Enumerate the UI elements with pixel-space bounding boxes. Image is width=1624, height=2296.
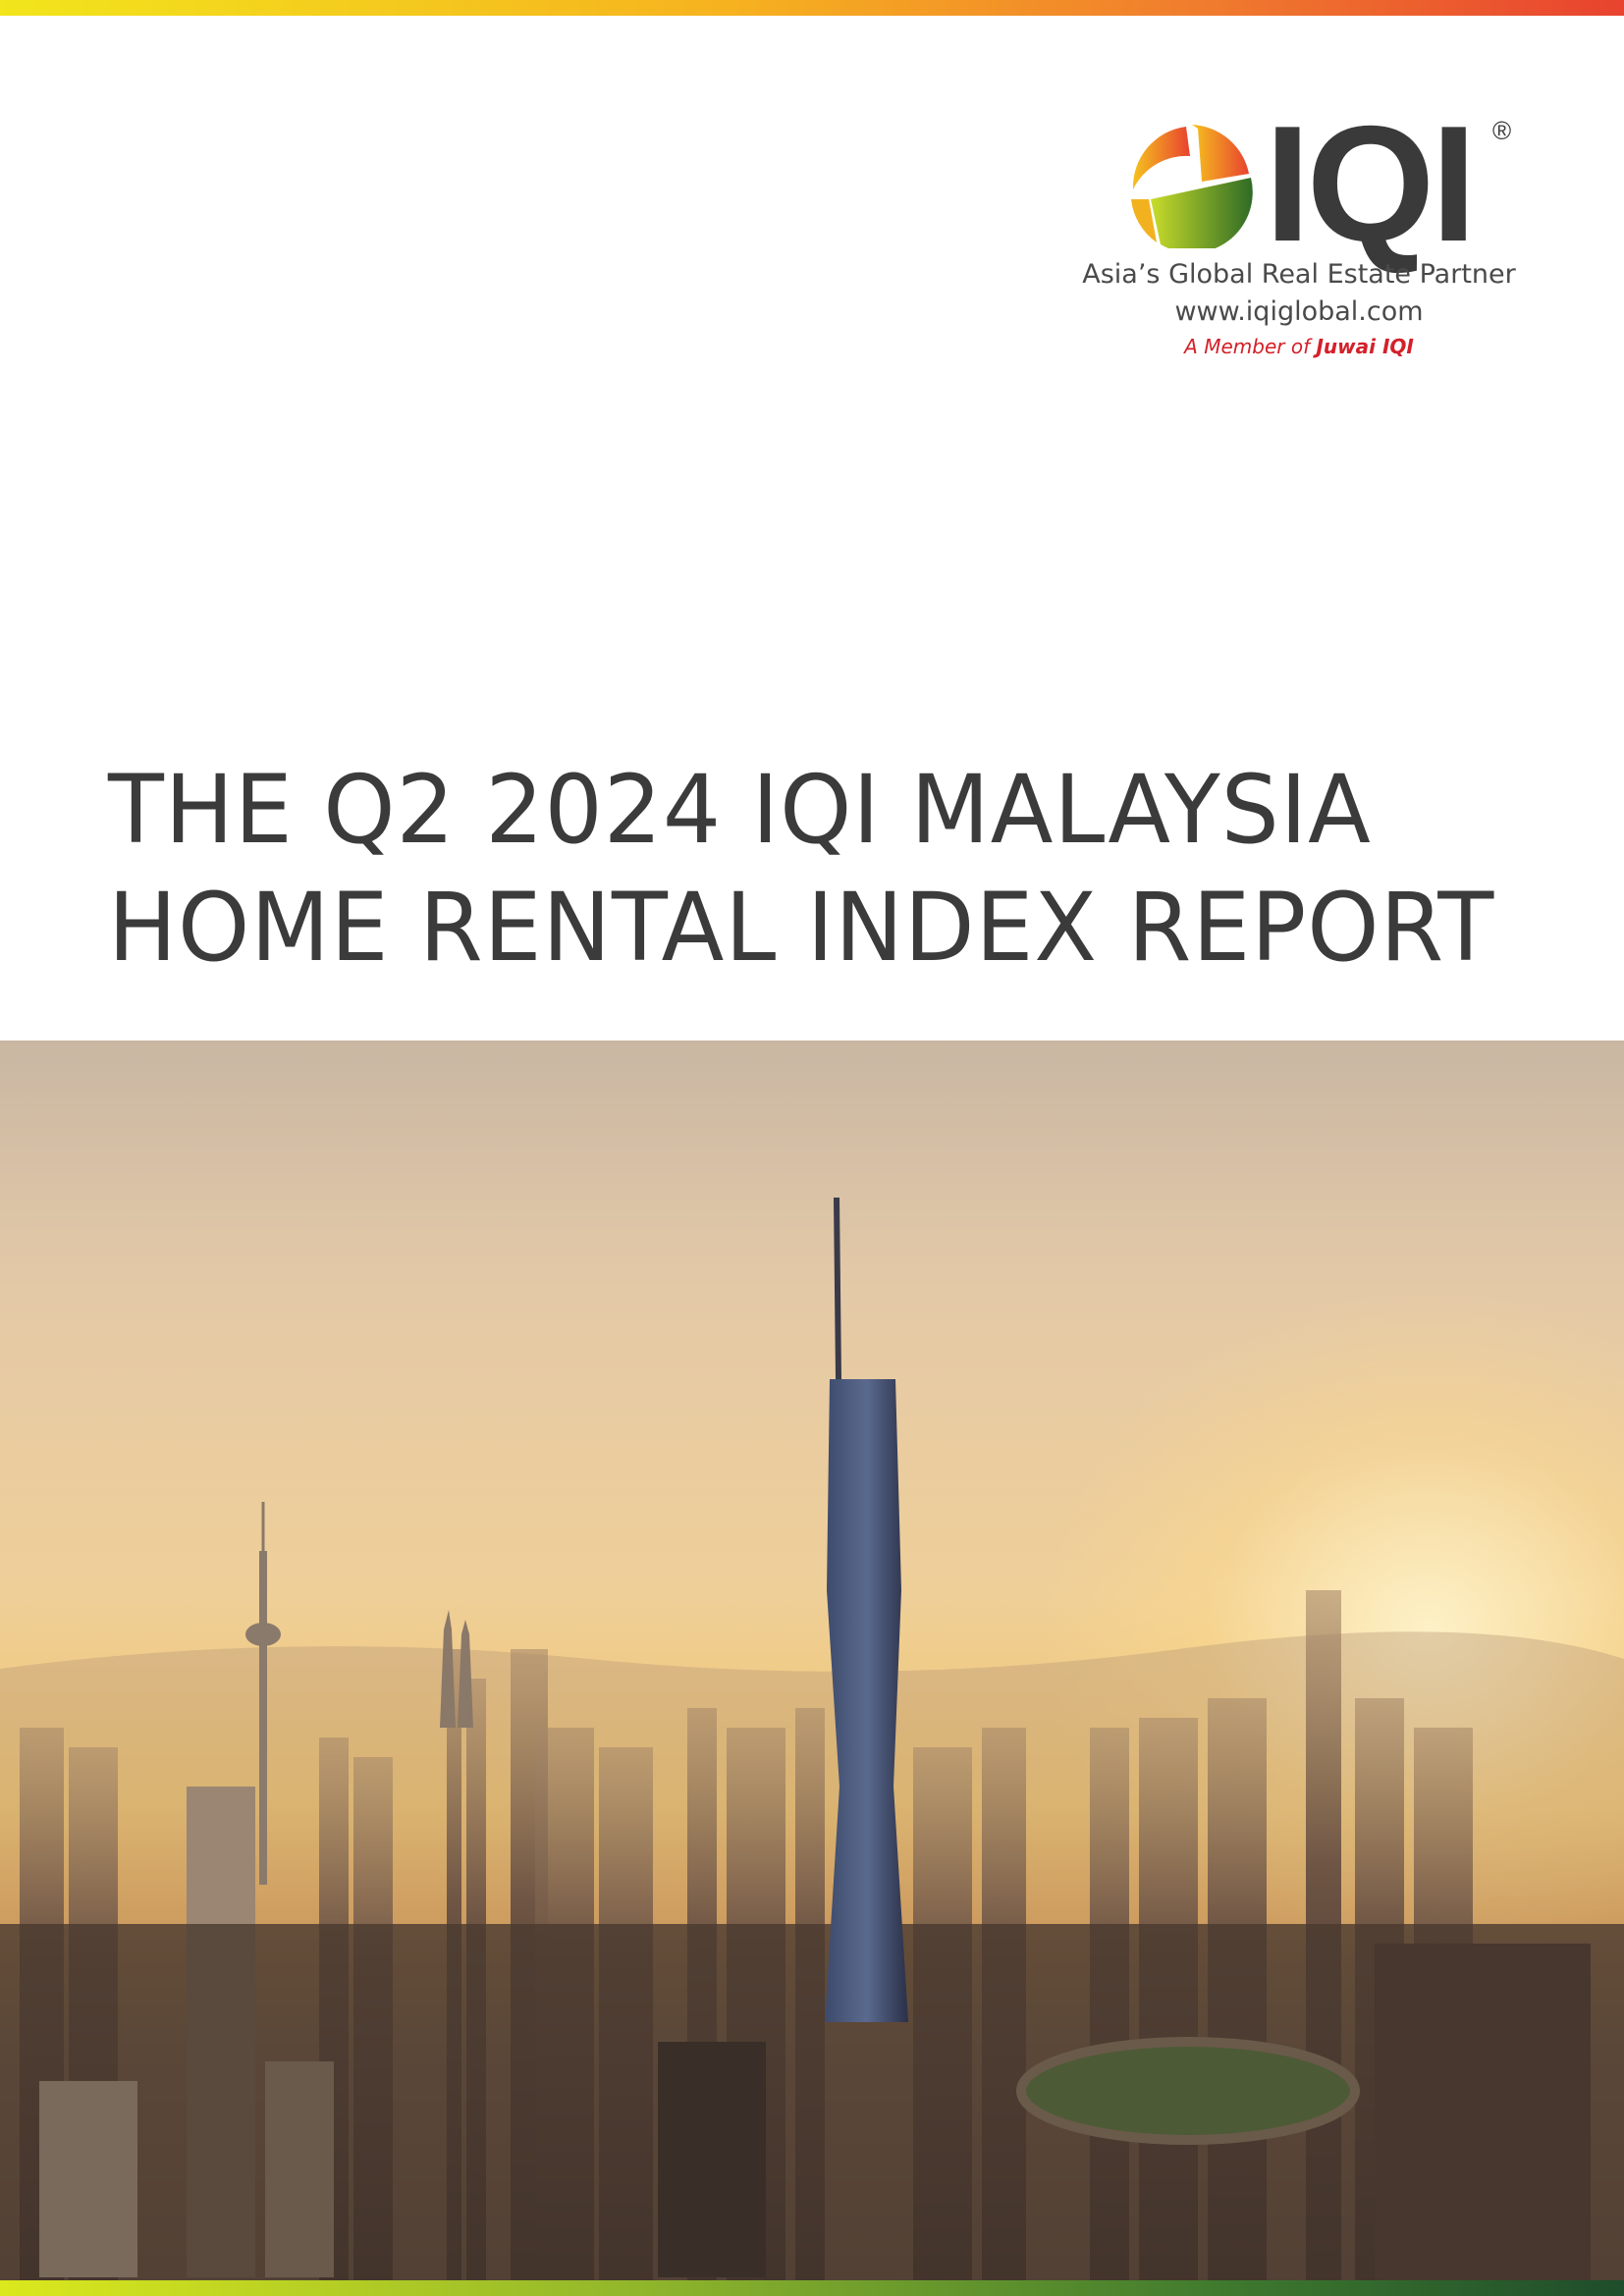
petronas-towers [440,1610,473,1728]
registered-mark: ® [1492,116,1512,145]
top-gradient-bar [0,0,1624,16]
skyline-silhouette [0,1197,1624,2280]
brand-website[interactable]: www.iqiglobal.com [1174,296,1424,327]
report-title-line-2: HOME RENTAL INDEX REPORT [108,873,1495,983]
logo-wordmark: IQI [1265,91,1477,276]
bottom-gradient-bar [0,2280,1624,2296]
iqi-logo: IQI ® Asia’s Global Real Estate Partner … [1060,98,1571,373]
member-prefix: A Member of [1184,335,1317,358]
report-title-line-1: THE Q2 2024 IQI MALAYSIA [108,755,1372,865]
report-title: THE Q2 2024 IQI MALAYSIA HOME RENTAL IND… [108,751,1494,987]
kl-tower [245,1502,281,1885]
cover-photo-skyline [0,1041,1624,2280]
member-of-brand: Juwai IQI [1316,335,1414,358]
merdeka-118-tower [825,1197,908,2022]
member-of-line: A Member of Juwai IQI [1060,334,1538,359]
iqi-e-logo-icon [1131,125,1253,248]
brand-tagline: Asia’s Global Real Estate Partner [1082,259,1516,290]
stadium [1016,2037,1360,2145]
